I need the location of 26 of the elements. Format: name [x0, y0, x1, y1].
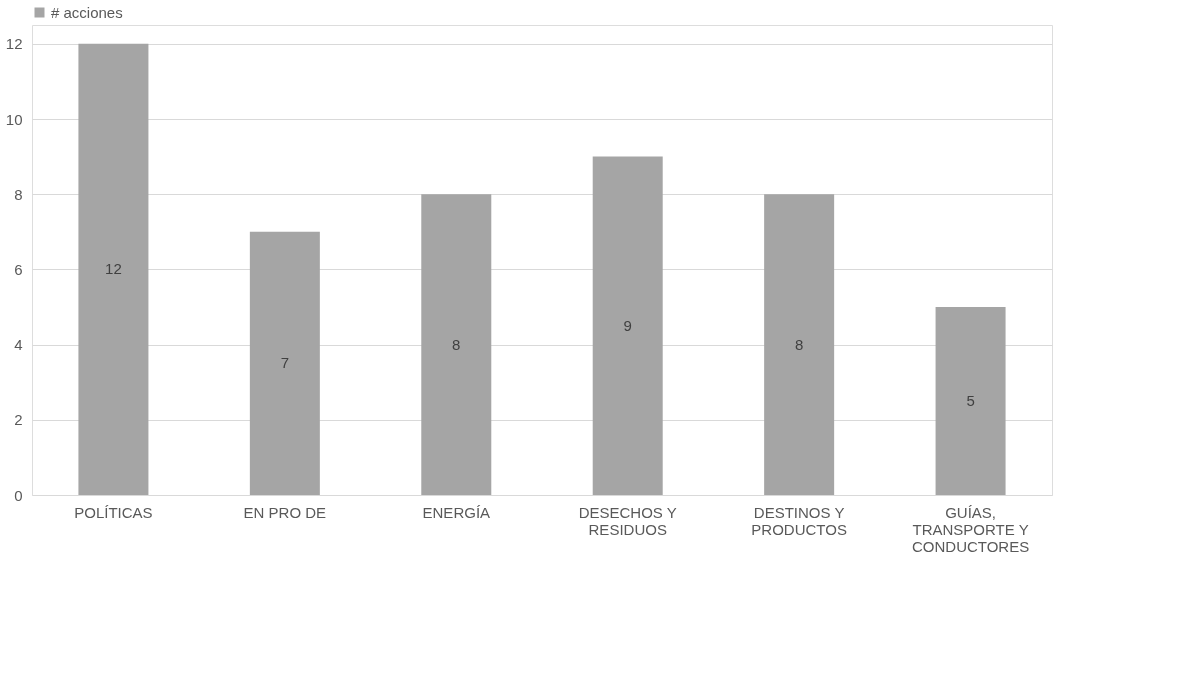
x-tick-label: DESTINOS Y PRODUCTOS — [751, 503, 847, 538]
x-tick-label: EN PRO DE — [243, 503, 327, 521]
y-tick-label: 8 — [14, 185, 23, 203]
y-tick-label: 2 — [14, 411, 23, 429]
y-tick-label: 0 — [14, 486, 23, 504]
bar — [592, 156, 663, 495]
y-tick-label: 10 — [5, 110, 23, 128]
data-label: 7 — [280, 354, 290, 372]
y-tick-label: 4 — [14, 336, 23, 354]
data-label: 8 — [452, 335, 461, 353]
data-label: 9 — [623, 316, 632, 334]
x-tick-label: ENERGÍA — [422, 503, 491, 521]
y-tick-label: 6 — [14, 260, 23, 278]
legend-label: # acciones — [51, 3, 123, 21]
bar — [935, 307, 1006, 495]
bar — [421, 194, 492, 495]
bar — [249, 231, 320, 495]
data-label: 12 — [105, 260, 122, 278]
bar — [764, 194, 835, 495]
y-tick-label: 12 — [5, 35, 23, 53]
x-tick-label: GUÍAS, TRANSPORTE Y CONDUCTORES — [911, 503, 1030, 555]
x-tick-label: DESECHOS Y RESIDUOS — [578, 503, 677, 538]
bar — [78, 43, 149, 495]
x-tick-label: POLÍTICAS — [74, 503, 153, 521]
data-label: 5 — [966, 392, 975, 409]
data-label: 8 — [794, 335, 804, 353]
